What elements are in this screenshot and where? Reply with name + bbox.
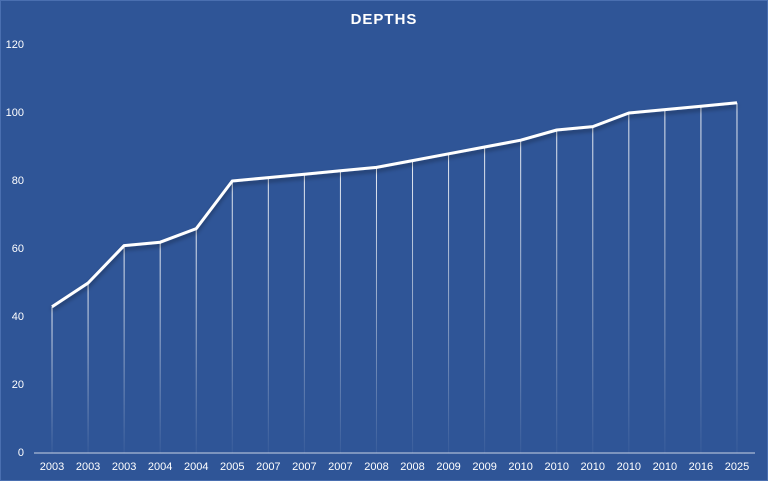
y-tick-label: 60: [12, 243, 24, 255]
y-tick-label: 100: [6, 107, 24, 119]
x-tick-label: 2007: [292, 461, 316, 473]
y-tick-label: 20: [12, 379, 24, 391]
drop-line: [700, 106, 702, 453]
x-tick-label: 2010: [508, 461, 532, 473]
drop-line: [87, 283, 89, 453]
drop-line: [195, 228, 197, 453]
drop-line: [267, 177, 269, 453]
drop-line: [303, 174, 305, 453]
drop-line: [520, 140, 522, 453]
x-tick-label: 2009: [472, 461, 496, 473]
drop-line: [484, 147, 486, 453]
drop-line: [51, 306, 53, 453]
drop-line: [339, 170, 341, 454]
drop-line: [231, 181, 233, 453]
x-tick-label: 2010: [581, 461, 605, 473]
y-tick-label: 40: [12, 311, 24, 323]
x-tick-label: 2003: [112, 461, 136, 473]
y-tick-label: 80: [12, 175, 24, 187]
drop-line: [159, 242, 161, 453]
drop-line: [412, 160, 414, 453]
drop-line: [736, 102, 738, 454]
chart-title: DEPTHS: [351, 11, 418, 28]
drop-line: [628, 113, 630, 453]
x-tick-label: 2004: [184, 461, 208, 473]
x-tick-label: 2025: [725, 461, 749, 473]
x-tick-label: 2009: [436, 461, 460, 473]
line: [51, 101, 738, 309]
x-tick-label: 2008: [364, 461, 388, 473]
x-tick-label: 2003: [76, 461, 100, 473]
drop-line: [375, 167, 377, 453]
drop-line: [123, 245, 125, 453]
x-tick-label: 2007: [328, 461, 352, 473]
x-tick-label: 2016: [689, 461, 713, 473]
y-tick-label: 120: [6, 39, 24, 51]
drop-line: [664, 109, 666, 453]
x-tick-label: 2007: [256, 461, 280, 473]
drop-line: [592, 126, 594, 453]
drop-line: [556, 130, 558, 453]
y-tick-label: 0: [18, 447, 24, 459]
drop-line: [448, 153, 450, 454]
x-tick-label: 2008: [400, 461, 424, 473]
x-tick-label: 2004: [148, 461, 172, 473]
x-tick-label: 2003: [40, 461, 64, 473]
x-tick-label: 2010: [544, 461, 568, 473]
x-tick-label: 2010: [653, 461, 677, 473]
x-tick-label: 2010: [617, 461, 641, 473]
x-tick-label: 2005: [220, 461, 244, 473]
